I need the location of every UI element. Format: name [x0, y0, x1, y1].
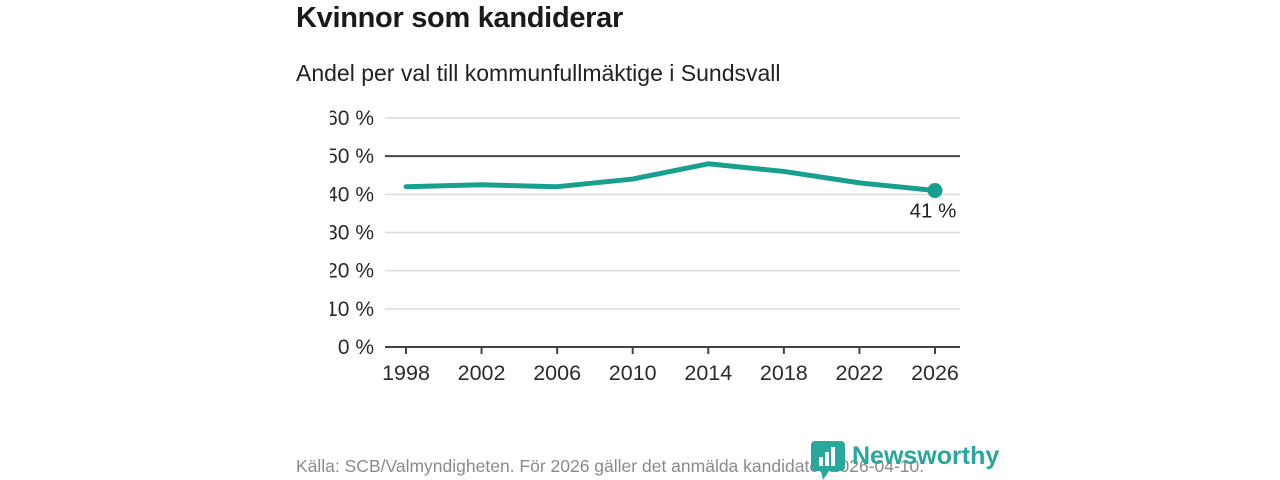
x-tick-label-2022: 2022 [836, 361, 884, 385]
x-tick-label-2006: 2006 [533, 361, 581, 385]
line-chart: 60 % 50 % 40 % 30 % 20 % 10 % 0 % 1998 2002 2006 2… [330, 107, 960, 385]
x-tick-label-2002: 2002 [458, 361, 506, 385]
y-tick-label-50: 50 % [330, 145, 374, 168]
x-tick-label-2018: 2018 [760, 361, 808, 385]
y-tick-label-60: 60 % [330, 107, 374, 130]
trend-line [403, 161, 938, 194]
y-tick-label-30: 30 % [330, 221, 374, 244]
y-tick-label-40: 40 % [330, 183, 374, 206]
newsworthy-logo-text: Newsworthy [852, 442, 1000, 470]
x-tick-label-1998: 1998 [382, 361, 430, 385]
end-point-label: 41 % [910, 200, 957, 223]
y-tick-label-10: 10 % [330, 298, 374, 321]
chart-subtitle: Andel per val till kommunfullmäktige i S… [296, 60, 781, 86]
newsworthy-logo: Newsworthy [810, 440, 999, 480]
page-title: Kvinnor som kandiderar [296, 2, 623, 34]
y-tick-label-0: 0 % [338, 336, 374, 359]
newsworthy-bubble-chart-icon [811, 441, 845, 480]
x-tick-label-2026: 2026 [911, 361, 959, 385]
end-point-marker [927, 183, 943, 199]
y-tick-label-20: 20 % [330, 260, 374, 283]
x-tick-label-2014: 2014 [684, 361, 732, 385]
x-tick-label-2010: 2010 [609, 361, 657, 385]
source-note: Källa: SCB/Valmyndigheten. För 2026 gäll… [296, 456, 925, 476]
